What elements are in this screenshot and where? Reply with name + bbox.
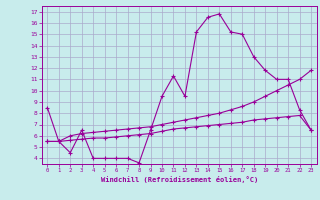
X-axis label: Windchill (Refroidissement éolien,°C): Windchill (Refroidissement éolien,°C): [100, 176, 258, 183]
